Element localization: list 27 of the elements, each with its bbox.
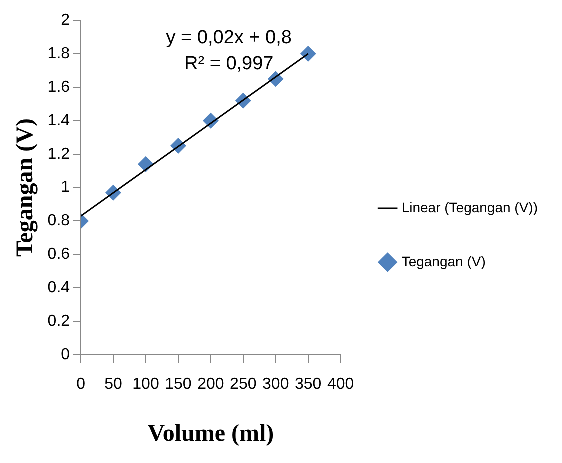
y-axis-title: Tegangan (V) (12, 118, 39, 258)
y-tick-label: 0.2 (48, 312, 70, 330)
x-tick-label: 200 (198, 376, 224, 394)
x-tick-label: 350 (294, 376, 322, 394)
y-tick-label: 1.4 (48, 112, 70, 130)
x-axis-title: Volume (ml) (148, 420, 274, 447)
x-tick-label: 0 (76, 376, 86, 394)
legend-label: Linear (Tegangan (V)) (402, 199, 538, 216)
y-tick-label: 2 (61, 12, 70, 30)
y-tick-label: 1 (61, 179, 70, 196)
x-tick-label: 150 (165, 376, 192, 394)
x-tick-label: 100 (132, 376, 160, 394)
annotation: y = 0,02x + 0,8 (166, 27, 292, 48)
y-tick-label: 1.6 (48, 78, 70, 96)
x-tick-label: 250 (230, 376, 257, 394)
y-tick-label: 0.8 (48, 212, 70, 230)
y-tick-label: 0.4 (48, 280, 70, 297)
x-tick-label: 300 (262, 376, 290, 394)
y-tick-label: 0.6 (48, 246, 70, 264)
y-tick-label: 1.2 (48, 146, 70, 163)
x-tick-label: 50 (104, 376, 123, 394)
point (300, 46, 316, 62)
annotation: R² = 0,997 (184, 53, 274, 74)
legend-label: Tegangan (V) (402, 253, 486, 270)
y-tick-label: 0 (61, 346, 70, 364)
x-tick-label: 400 (327, 376, 354, 394)
y-tick-label: 1.8 (48, 45, 70, 62)
